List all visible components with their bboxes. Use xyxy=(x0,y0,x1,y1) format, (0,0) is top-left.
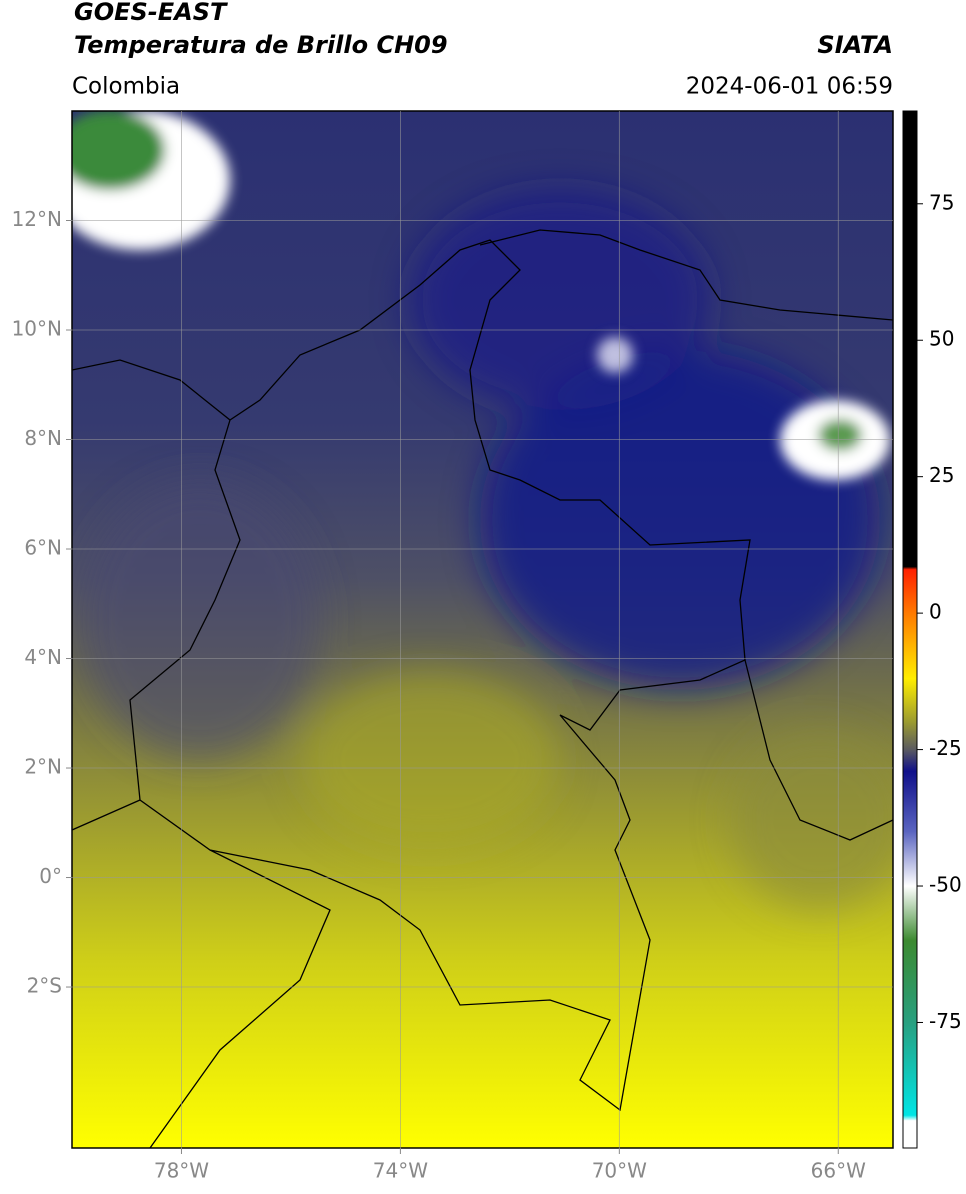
subtitle: Temperatura de Brillo CH09 xyxy=(74,31,448,59)
x-tick-label: 66°W xyxy=(811,1159,866,1183)
title: GOES-EAST xyxy=(74,0,228,26)
map-frame xyxy=(71,110,894,1149)
colorbar-tick-label: 75 xyxy=(929,190,954,214)
y-tick-label: 2°N xyxy=(24,755,62,779)
y-tick-label: 2°S xyxy=(27,974,62,998)
y-tick-label: 10°N xyxy=(12,317,62,341)
colorbar-tick-label: 25 xyxy=(929,463,954,487)
x-tick-label: 70°W xyxy=(592,1159,647,1183)
source: SIATA xyxy=(817,31,893,59)
colorbar-tick-label: 0 xyxy=(929,600,942,624)
y-tick-label: 4°N xyxy=(24,645,62,669)
region: Colombia xyxy=(72,74,180,100)
y-tick-label: 12°N xyxy=(12,207,62,231)
y-tick-label: 0° xyxy=(39,864,62,888)
y-tick-label: 6°N xyxy=(24,536,62,560)
colorbar xyxy=(902,110,918,1149)
colorbar-tick-label: -25 xyxy=(929,736,962,760)
colorbar-tick-label: 50 xyxy=(929,327,954,351)
x-tick-label: 74°W xyxy=(373,1159,428,1183)
datetime: 2024-06-01 06:59 xyxy=(686,74,893,100)
colorbar-tick-label: -50 xyxy=(929,873,962,897)
colorbar-tick-label: -75 xyxy=(929,1009,962,1033)
borders xyxy=(72,229,893,1148)
y-tick-label: 8°N xyxy=(24,426,62,450)
x-tick-label: 78°W xyxy=(154,1159,209,1183)
satellite-image xyxy=(72,111,893,1148)
